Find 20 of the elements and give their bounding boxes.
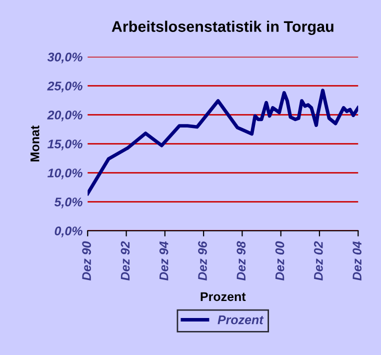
y-tick-label: 5,0% xyxy=(54,198,82,208)
x-tick-label: Dez 92 xyxy=(120,241,130,281)
x-axis-title: Prozent xyxy=(200,292,246,302)
x-tick-label: Dez 94 xyxy=(159,241,168,281)
y-tick-label: 30,0% xyxy=(47,52,82,64)
x-tick-label: Dez 02 xyxy=(314,241,323,281)
line-series xyxy=(88,88,358,196)
x-tick-label: Dez 96 xyxy=(198,241,207,281)
x-tick-label: Dez 04 xyxy=(352,241,362,281)
y-tick-label: 15,0% xyxy=(48,140,82,150)
chart-title: Arbeitslosenstatistik in Torgau xyxy=(112,20,334,36)
y-tick-label: 25,0% xyxy=(47,82,82,92)
y-tick-label: 10,0% xyxy=(48,168,82,180)
x-tick-label: Dez 00 xyxy=(275,241,284,281)
y-tick-label: 0,0% xyxy=(54,226,82,238)
y-tick-label: 20,0% xyxy=(47,110,82,122)
y-axis-title: Monat xyxy=(30,126,40,162)
x-tick-label: Dez 98 xyxy=(236,241,246,281)
x-tick-label: Dez 90 xyxy=(82,241,91,281)
legend-label: Prozent xyxy=(218,316,264,324)
